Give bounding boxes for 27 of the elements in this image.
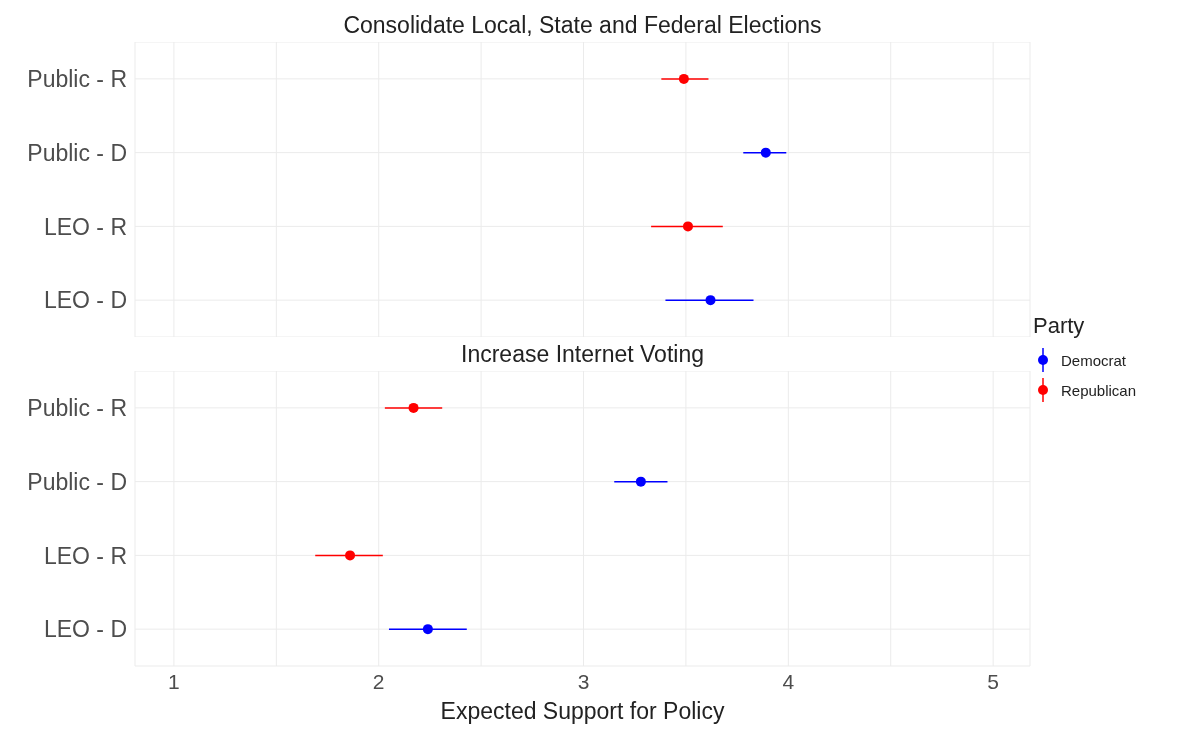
y-tick-label: Public - R <box>27 66 127 93</box>
point <box>345 550 356 561</box>
legend-label: Republican <box>1061 381 1137 399</box>
x-tick-label: 3 <box>577 669 590 693</box>
point <box>705 295 716 306</box>
y-tick-label: LEO - D <box>43 616 127 643</box>
x-tick-label: 2 <box>372 669 385 693</box>
point <box>408 402 419 413</box>
point <box>682 221 693 232</box>
chart-title: Consolidate Local, State and Federal Elections <box>342 11 823 40</box>
y-tick-label: Public - D <box>27 139 127 166</box>
legend-label: Democrat <box>1061 351 1127 369</box>
y-tick-label: LEO - R <box>43 542 127 569</box>
y-tick-label: Public - R <box>27 395 127 422</box>
legend-title: Party <box>1033 313 1086 339</box>
y-tick-label: LEO - D <box>43 287 127 314</box>
point <box>635 476 646 487</box>
point <box>422 624 433 635</box>
point <box>760 147 771 158</box>
x-axis-title: Expected Support for Policy <box>439 698 726 726</box>
x-tick-label: 4 <box>782 669 795 693</box>
x-tick-label: 5 <box>987 669 999 693</box>
y-tick-label: LEO - R <box>43 213 127 240</box>
chart-title: Increase Internet Voting <box>460 340 705 369</box>
y-tick-label: Public - D <box>27 468 127 495</box>
x-tick-label: 1 <box>168 669 180 693</box>
point <box>678 73 689 84</box>
